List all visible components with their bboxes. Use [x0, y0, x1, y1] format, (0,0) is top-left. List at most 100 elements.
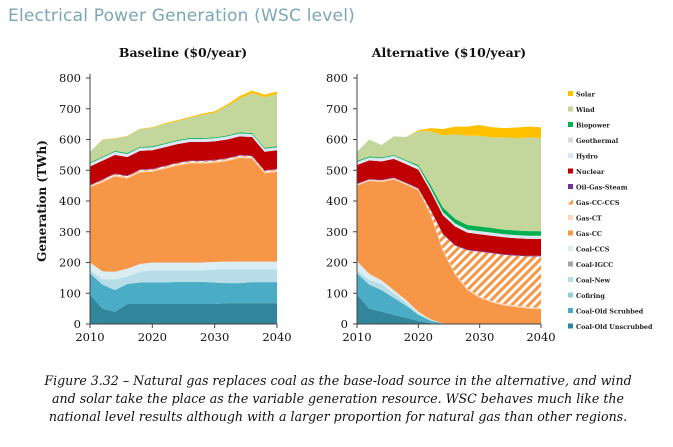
area-wind — [357, 131, 541, 232]
legend-swatch — [568, 137, 573, 143]
legend-swatch — [568, 261, 573, 267]
y-tick-label: 600 — [326, 133, 348, 147]
area-nuclear — [90, 136, 277, 186]
legend-item-wind: Wind — [568, 106, 595, 114]
caption-line-1: Figure 3.32 – Natural gas replaces coal … — [44, 373, 632, 388]
legend-swatch — [568, 215, 573, 220]
legend-label: Geothermal — [576, 137, 619, 145]
legend-swatch — [568, 277, 573, 282]
caption-line-2: and solar take the place as the variable… — [52, 391, 624, 406]
legend-item-geothermal: Geothermal — [568, 137, 619, 145]
chart-legend: Solar Wind Biopower Geothermal Hydro Nuclear O… — [568, 91, 653, 331]
legend-swatch — [568, 246, 573, 251]
caption-line-3: national level results although with a l… — [48, 409, 628, 424]
y-tick-label: 700 — [59, 102, 81, 116]
chart-panel-1: Baseline ($0/year) Generation (TWh) 0 100 20… — [35, 45, 292, 344]
legend-item-coal-old-scrubbed: Coal-Old Scrubbed — [568, 308, 644, 316]
legend-item-gas-ct: Gas-CT — [568, 215, 602, 223]
legend-swatch — [568, 292, 573, 298]
legend-swatch — [568, 122, 573, 127]
x-tick-label: 2040 — [526, 330, 555, 344]
area-hydro — [90, 133, 277, 167]
area-coal-old-unscrubbed — [357, 294, 541, 324]
figure-caption: Figure 3.32 – Natural gas replaces coal … — [20, 372, 656, 426]
y-tick-label: 300 — [59, 225, 81, 239]
x-tick-label: 2010 — [342, 330, 371, 344]
x-tick-label: 2020 — [138, 330, 167, 344]
legend-item-gas-cc-ccs: Gas-CC-CCS — [568, 199, 620, 207]
chart-panel-2: Alternative ($10/year) 0 100 200 300 400 500 60… — [326, 45, 556, 344]
panel-title: Baseline ($0/year) — [119, 45, 247, 60]
legend-swatch — [568, 230, 573, 236]
area-coal-new — [90, 269, 277, 291]
legend-swatch — [568, 91, 573, 96]
area-coal-new — [357, 270, 541, 324]
legend-label: Nuclear — [576, 168, 605, 176]
area-coal-old-scrubbed — [90, 273, 277, 312]
area-gas-cc-ccs — [357, 177, 541, 308]
legend-item-cofiring: Cofiring — [568, 292, 605, 300]
y-tick-label: 800 — [326, 71, 348, 85]
area-coal-ccs — [90, 261, 277, 280]
area-nuclear — [357, 158, 541, 256]
area-coal-ccs — [357, 260, 541, 324]
legend-swatch — [568, 323, 573, 329]
legend-item-coal-ccs: Coal-CCS — [568, 246, 610, 254]
y-tick-label: 100 — [326, 286, 348, 300]
x-tick-label: 2030 — [200, 330, 229, 344]
y-tick-label: 400 — [326, 194, 348, 208]
legend-swatch — [568, 184, 573, 189]
y-tick-label: 0 — [341, 317, 348, 331]
y-tick-label: 600 — [59, 133, 81, 147]
legend-item-nuclear: Nuclear — [568, 168, 605, 176]
legend-label: Wind — [575, 106, 595, 114]
legend-label: Coal-Old Unscrubbed — [576, 323, 653, 331]
y-tick-label: 200 — [326, 256, 348, 270]
legend-swatch — [568, 106, 573, 112]
legend-label: Coal-IGCC — [576, 261, 613, 269]
area-coal-old-unscrubbed — [90, 294, 277, 324]
y-tick-label: 100 — [59, 286, 81, 300]
area-gas-cc — [90, 157, 277, 272]
legend-label: Solar — [576, 91, 595, 99]
area-wind — [90, 93, 277, 163]
legend-label: Biopower — [576, 122, 610, 130]
legend-label: Coal-New — [576, 277, 610, 285]
area-coal-old-scrubbed — [357, 273, 541, 324]
y-tick-label: 500 — [59, 163, 81, 177]
y-tick-label: 400 — [59, 194, 81, 208]
x-tick-label: 2010 — [75, 330, 104, 344]
legend-label: Cofiring — [576, 292, 605, 300]
legend-item-coal-new: Coal-New — [568, 277, 610, 285]
area-gas-cc — [357, 179, 541, 324]
y-tick-label: 800 — [59, 71, 81, 85]
panel-title: Alternative ($10/year) — [371, 45, 526, 60]
legend-swatch — [568, 199, 573, 205]
area-solar — [357, 125, 541, 152]
legend-item-oil-gas-steam: Oil-Gas-Steam — [568, 184, 628, 192]
y-tick-label: 0 — [74, 317, 81, 331]
x-tick-label: 2040 — [262, 330, 291, 344]
legend-item-coal-old-unscrubbed: Coal-Old Unscrubbed — [568, 323, 653, 331]
legend-label: Coal-CCS — [576, 246, 610, 254]
legend-item-gas-cc: Gas-CC — [568, 230, 602, 238]
legend-label: Gas-CC — [576, 230, 602, 238]
legend-label: Gas-CT — [576, 215, 602, 223]
y-tick-label: 200 — [59, 256, 81, 270]
y-tick-label: 300 — [326, 225, 348, 239]
x-tick-label: 2030 — [465, 330, 494, 344]
y-axis-label: Generation (TWh) — [35, 140, 49, 262]
y-tick-label: 700 — [326, 102, 348, 116]
legend-label: Coal-Old Scrubbed — [576, 308, 644, 316]
legend-label: Hydro — [576, 153, 598, 161]
legend-item-hydro: Hydro — [568, 153, 598, 161]
legend-item-solar: Solar — [568, 91, 595, 99]
legend-swatch — [568, 153, 573, 158]
legend-label: Gas-CC-CCS — [576, 199, 620, 207]
legend-item-biopower: Biopower — [568, 122, 610, 130]
legend-swatch — [568, 308, 573, 313]
page-title: Electrical Power Generation (WSC level) — [8, 6, 355, 26]
chart-figure: Baseline ($0/year) Generation (TWh) 0 100 20… — [35, 45, 653, 344]
y-tick-label: 500 — [326, 163, 348, 177]
x-tick-label: 2020 — [404, 330, 433, 344]
